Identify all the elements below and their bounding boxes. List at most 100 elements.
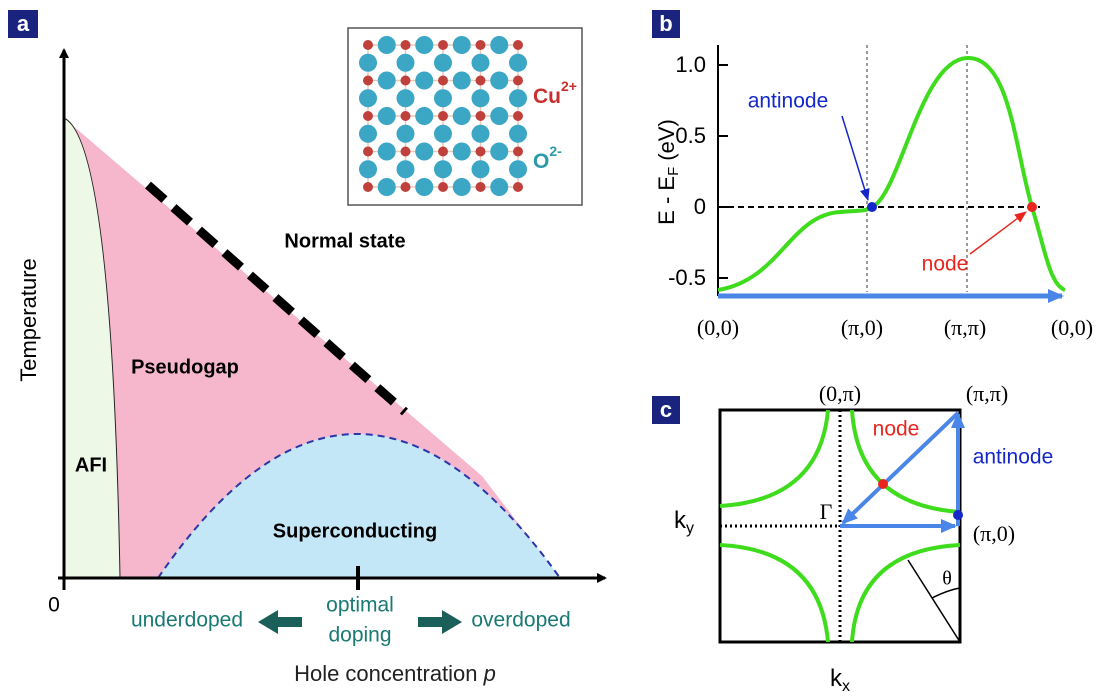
ion-charge: 2- — [549, 143, 562, 159]
oxygen-ion — [490, 143, 508, 161]
oxygen-ion — [378, 36, 396, 54]
oxygen-ion — [490, 72, 508, 90]
oxygen-ion — [453, 107, 471, 125]
oxygen-ion — [434, 125, 452, 143]
oxygen-ion — [453, 72, 471, 90]
axis-sub: y — [686, 520, 694, 537]
figure: a Temperature 0 Normal state Pseudogap A… — [0, 0, 1106, 698]
oxygen-ion — [397, 160, 415, 178]
oxygen-ion — [415, 143, 433, 161]
copper-ion — [476, 76, 486, 86]
oxygen-ion — [397, 125, 415, 143]
copper-ion — [401, 111, 411, 121]
copper-ion — [513, 147, 523, 157]
arrow-right — [418, 610, 462, 634]
copper-ion — [401, 76, 411, 86]
copper-ion — [363, 147, 373, 157]
oxygen-ion — [378, 107, 396, 125]
copper-ion — [438, 147, 448, 157]
oxygen-ion — [453, 36, 471, 54]
copper-ion — [363, 111, 373, 121]
annotation: node — [922, 253, 969, 276]
oxygen-ion — [434, 54, 452, 72]
copper-ion — [438, 76, 448, 86]
x-tick-label: (0,0) — [697, 315, 739, 340]
center-label: Γ — [820, 499, 833, 524]
y-axis-label: ky — [674, 507, 694, 537]
y-tick-label: 0.5 — [675, 123, 706, 148]
oxygen-ion — [359, 89, 377, 107]
region-label: Pseudogap — [131, 356, 239, 378]
oxygen-ion — [509, 89, 527, 107]
annotation-arrow — [842, 116, 868, 200]
copper-ion — [476, 182, 486, 192]
copper-ion — [363, 182, 373, 192]
oxygen-ion — [472, 160, 490, 178]
copper-ion — [513, 111, 523, 121]
copper-ion — [476, 147, 486, 157]
oxygen-ion — [378, 178, 396, 196]
region-label: Normal state — [284, 230, 405, 252]
y-tick-label: -0.5 — [668, 265, 706, 290]
oxygen-ion — [509, 54, 527, 72]
oxygen-ion — [415, 72, 433, 90]
x-axis-symbol: p — [483, 661, 496, 686]
copper-ion — [438, 111, 448, 121]
x-axis-text: Hole concentration — [294, 661, 477, 686]
annotation: node — [873, 418, 920, 441]
x-tick-label: (0,0) — [1051, 315, 1093, 340]
annotation-arrow — [970, 212, 1026, 254]
arrow-left — [258, 610, 302, 634]
oxygen-ion — [378, 72, 396, 90]
region-label: Superconducting — [273, 520, 437, 542]
oxygen-ion — [490, 36, 508, 54]
antinode-point — [867, 202, 877, 212]
ion-name: O — [533, 150, 549, 173]
axis-sub: x — [842, 678, 850, 695]
x-axis-label: Hole concentration p — [294, 661, 496, 686]
oxygen-ion — [490, 107, 508, 125]
angle-label: θ — [942, 568, 952, 590]
oxygen-ion — [397, 54, 415, 72]
oxygen-ion — [415, 178, 433, 196]
copper-ion — [363, 76, 373, 86]
oxygen-ion — [509, 125, 527, 143]
oxygen-ion — [472, 54, 490, 72]
ion-charge: 2+ — [561, 78, 577, 94]
y-axis-label: Temperature — [16, 258, 41, 382]
y-tick-label: 1.0 — [675, 52, 706, 77]
panel-label: a — [17, 11, 30, 36]
y-axis-label: E - EF(eV) — [654, 119, 682, 225]
oxygen-ion — [415, 36, 433, 54]
copper-ion — [513, 76, 523, 86]
x-tick-label: (π,0) — [841, 315, 883, 340]
oxygen-ion — [509, 160, 527, 178]
oxygen-ion — [434, 89, 452, 107]
copper-ion — [513, 40, 523, 50]
annotation: antinode — [973, 446, 1054, 469]
corner-label: (π,0) — [973, 521, 1015, 546]
copper-ion — [438, 40, 448, 50]
copper-ion — [363, 40, 373, 50]
oxygen-ion — [453, 178, 471, 196]
doping-label: doping — [328, 624, 391, 647]
y-axis-text: E - E — [654, 176, 679, 225]
x-tick-label: (π,π) — [944, 315, 986, 340]
lattice-inset — [348, 28, 582, 205]
panel-a: a Temperature 0 Normal state Pseudogap A… — [8, 10, 605, 686]
copper-ion — [476, 40, 486, 50]
node-point — [1027, 202, 1037, 212]
oxygen-ion — [359, 54, 377, 72]
doping-label: underdoped — [131, 609, 243, 632]
oxygen-ion — [415, 107, 433, 125]
corner-label: (0,π) — [819, 381, 861, 406]
panel-b: b 1.0 0.5 0 -0.5 E - EF(eV) antinode nod… — [652, 10, 1093, 340]
copper-ion — [401, 182, 411, 192]
copper-ion — [476, 111, 486, 121]
y-axis-sub: F — [665, 167, 682, 176]
origin-label: 0 — [48, 594, 60, 617]
panel-label: c — [660, 397, 672, 422]
oxygen-ion — [490, 178, 508, 196]
oxygen-ion — [359, 160, 377, 178]
copper-ion — [438, 182, 448, 192]
